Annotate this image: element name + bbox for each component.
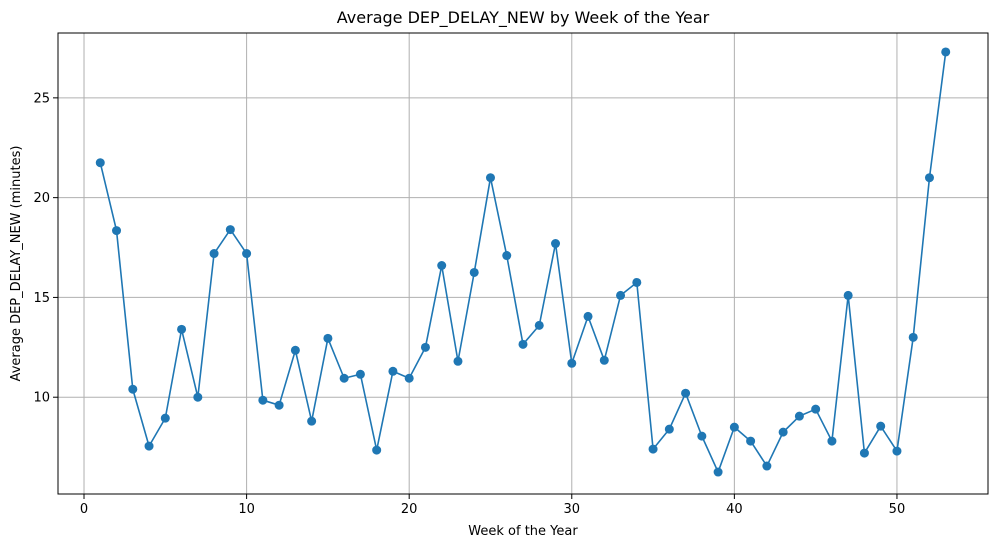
y-tick-label: 10: [33, 391, 50, 406]
data-point: [518, 339, 528, 349]
data-point: [843, 290, 853, 300]
data-point: [713, 467, 723, 477]
data-point: [941, 47, 951, 57]
data-point: [729, 422, 739, 432]
y-tick-label: 25: [33, 91, 50, 106]
data-point: [242, 249, 252, 259]
x-tick-label: 40: [726, 502, 743, 517]
y-axis-label: Average DEP_DELAY_NEW (minutes): [9, 146, 24, 382]
data-point: [258, 395, 268, 405]
data-point: [160, 413, 170, 423]
data-point: [323, 333, 333, 343]
series-layer: [95, 47, 951, 477]
data-point: [112, 226, 122, 236]
x-tick-label: 0: [80, 502, 88, 517]
data-point: [307, 416, 317, 426]
data-point: [681, 388, 691, 398]
x-axis-label: Week of the Year: [468, 524, 578, 539]
data-point: [404, 373, 414, 383]
data-point: [648, 444, 658, 454]
data-point: [453, 356, 463, 366]
chart-title: Average DEP_DELAY_NEW by Week of the Yea…: [337, 8, 710, 28]
data-point: [437, 261, 447, 270]
data-point: [95, 158, 105, 168]
axis-ticks: 0 10 20 30 40 50 10 15 20 25: [33, 91, 905, 517]
data-point: [144, 441, 154, 451]
data-point: [567, 358, 577, 368]
data-point: [177, 324, 187, 334]
data-point: [551, 239, 561, 249]
y-tick-label: 15: [33, 291, 50, 306]
data-point: [420, 342, 430, 352]
data-point: [616, 290, 626, 300]
data-point: [892, 446, 902, 456]
plot-frame: [57, 32, 989, 495]
data-point: [485, 173, 495, 183]
data-point: [908, 332, 918, 342]
data-point: [762, 461, 772, 471]
data-point: [502, 251, 512, 261]
x-tick-label: 20: [401, 502, 418, 517]
data-point: [924, 173, 934, 183]
grid-lines: [58, 33, 988, 494]
data-point: [876, 421, 886, 431]
data-point: [534, 320, 544, 330]
data-point: [274, 400, 284, 410]
x-tick-label: 30: [564, 502, 581, 517]
data-point: [583, 311, 593, 321]
data-point: [355, 369, 365, 379]
data-point: [209, 249, 219, 259]
data-point: [746, 436, 756, 446]
data-point: [128, 384, 138, 394]
x-tick-label: 50: [889, 502, 906, 517]
y-tick-label: 20: [33, 191, 50, 206]
data-point: [193, 392, 203, 402]
data-point: [697, 431, 707, 441]
data-point: [794, 411, 804, 421]
data-point: [859, 448, 869, 458]
x-tick-label: 10: [238, 502, 255, 517]
data-point: [388, 366, 398, 376]
data-point: [811, 404, 821, 414]
data-point: [225, 225, 235, 235]
data-point: [339, 373, 349, 383]
data-point: [664, 424, 674, 434]
data-point: [827, 436, 837, 446]
data-point: [599, 355, 609, 365]
data-point: [290, 345, 300, 355]
data-point: [469, 267, 479, 277]
data-point: [632, 277, 642, 287]
data-point: [778, 427, 788, 437]
data-point: [372, 445, 382, 455]
